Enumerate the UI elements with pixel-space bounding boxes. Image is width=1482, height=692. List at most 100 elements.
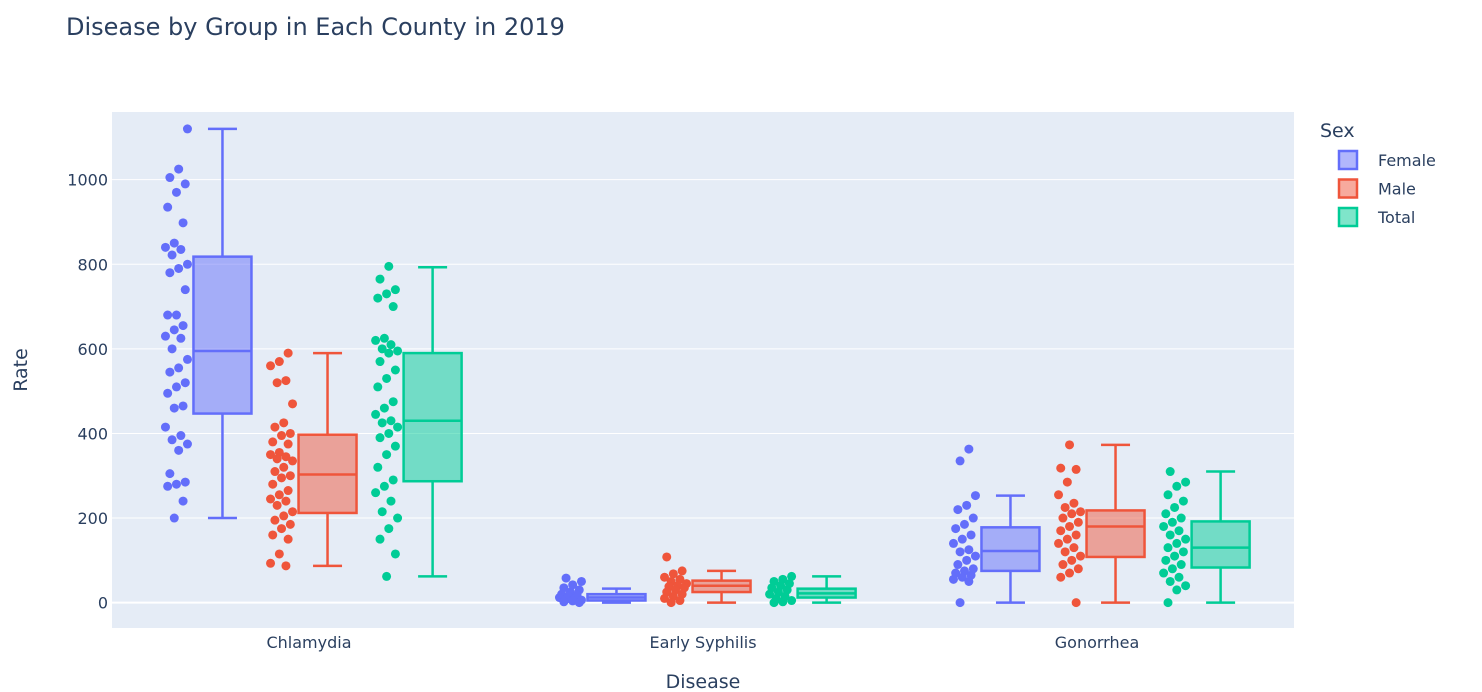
legend-item-total[interactable]: Total (1337, 206, 1415, 228)
data-point[interactable] (182, 354, 192, 364)
data-point[interactable] (268, 437, 278, 447)
data-point[interactable] (165, 173, 175, 183)
data-point[interactable] (281, 452, 291, 462)
data-point[interactable] (180, 179, 190, 189)
data-point[interactable] (373, 462, 383, 472)
data-point[interactable] (1056, 572, 1066, 582)
data-point[interactable] (1071, 464, 1081, 474)
data-point[interactable] (675, 596, 685, 606)
data-point[interactable] (1067, 509, 1077, 519)
data-point[interactable] (1163, 490, 1173, 500)
data-point[interactable] (1065, 568, 1075, 578)
data-point[interactable] (266, 494, 276, 504)
data-point[interactable] (171, 382, 181, 392)
data-point[interactable] (272, 454, 282, 464)
data-point[interactable] (182, 439, 192, 449)
data-point[interactable] (281, 561, 291, 571)
data-point[interactable] (277, 524, 287, 534)
data-point[interactable] (390, 365, 400, 375)
data-point[interactable] (1060, 502, 1070, 512)
data-point[interactable] (283, 348, 293, 358)
data-point[interactable] (1056, 463, 1066, 473)
data-point[interactable] (382, 289, 392, 299)
data-point[interactable] (382, 373, 392, 383)
data-point[interactable] (388, 397, 398, 407)
data-point[interactable] (1165, 530, 1175, 540)
legend-item-male[interactable]: Male (1337, 178, 1416, 199)
data-point[interactable] (660, 572, 670, 582)
data-point[interactable] (393, 346, 403, 356)
data-point[interactable] (171, 479, 181, 489)
data-point[interactable] (382, 571, 392, 581)
data-point[interactable] (277, 473, 287, 483)
data-point[interactable] (178, 218, 188, 228)
data-point[interactable] (1161, 555, 1171, 565)
data-point[interactable] (384, 348, 394, 358)
data-point[interactable] (1067, 555, 1077, 565)
data-point[interactable] (1058, 513, 1068, 523)
data-point[interactable] (970, 491, 980, 501)
data-point[interactable] (1172, 538, 1182, 548)
data-point[interactable] (955, 456, 965, 466)
data-point[interactable] (375, 357, 385, 367)
data-point[interactable] (1161, 509, 1171, 519)
data-point[interactable] (371, 335, 381, 345)
data-point[interactable] (266, 450, 276, 460)
data-point[interactable] (660, 593, 670, 603)
data-point[interactable] (266, 361, 276, 371)
data-point[interactable] (388, 475, 398, 485)
data-point[interactable] (178, 496, 188, 506)
data-point[interactable] (178, 321, 188, 331)
data-point[interactable] (1181, 534, 1191, 544)
data-point[interactable] (174, 263, 184, 273)
data-point[interactable] (1058, 560, 1068, 570)
data-point[interactable] (1174, 572, 1184, 582)
data-point[interactable] (964, 576, 974, 586)
data-point[interactable] (371, 488, 381, 498)
data-point[interactable] (668, 569, 678, 579)
data-point[interactable] (174, 363, 184, 373)
data-point[interactable] (1167, 517, 1177, 527)
data-point[interactable] (176, 333, 186, 343)
data-point[interactable] (285, 428, 295, 438)
data-point[interactable] (373, 382, 383, 392)
data-point[interactable] (1170, 502, 1180, 512)
data-point[interactable] (1062, 477, 1072, 487)
data-point[interactable] (274, 490, 284, 500)
data-point[interactable] (1065, 440, 1075, 450)
data-point[interactable] (163, 202, 173, 212)
box-male-early-syphilis[interactable] (691, 569, 752, 604)
data-point[interactable] (1054, 490, 1064, 500)
data-point[interactable] (1065, 521, 1075, 531)
data-point[interactable] (386, 496, 396, 506)
data-point[interactable] (769, 598, 779, 608)
data-point[interactable] (283, 439, 293, 449)
data-point[interactable] (559, 597, 569, 607)
data-point[interactable] (677, 566, 687, 576)
data-point[interactable] (377, 418, 387, 428)
data-point[interactable] (176, 431, 186, 441)
data-point[interactable] (1159, 568, 1169, 578)
data-point[interactable] (272, 500, 282, 510)
data-point[interactable] (1163, 543, 1173, 553)
data-point[interactable] (953, 505, 963, 515)
data-point[interactable] (962, 555, 972, 565)
data-point[interactable] (176, 244, 186, 254)
data-point[interactable] (285, 471, 295, 481)
box-total-early-syphilis[interactable] (796, 575, 857, 604)
data-point[interactable] (274, 357, 284, 367)
data-point[interactable] (274, 549, 284, 559)
data-point[interactable] (662, 552, 672, 562)
data-point[interactable] (165, 367, 175, 377)
data-point[interactable] (388, 302, 398, 312)
data-point[interactable] (948, 538, 958, 548)
data-point[interactable] (1076, 551, 1086, 561)
data-point[interactable] (277, 431, 287, 441)
data-point[interactable] (174, 445, 184, 455)
data-point[interactable] (165, 469, 175, 479)
data-point[interactable] (393, 513, 403, 523)
data-point[interactable] (377, 344, 387, 354)
data-point[interactable] (178, 401, 188, 411)
data-point[interactable] (1167, 564, 1177, 574)
data-point[interactable] (167, 435, 177, 445)
